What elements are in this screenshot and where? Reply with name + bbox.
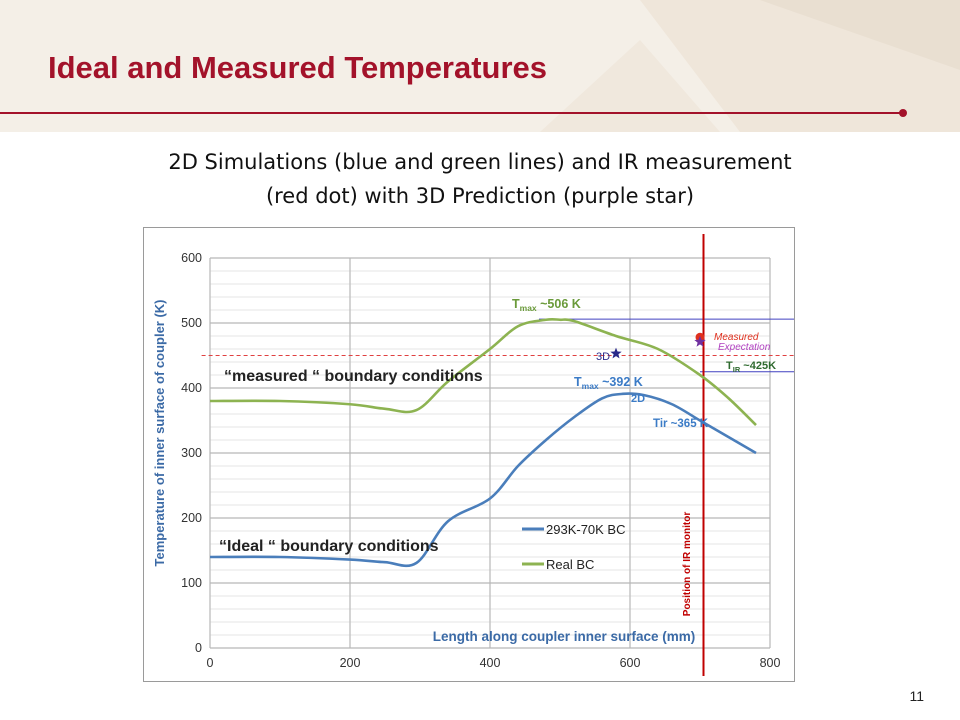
x-tick-label: 800: [760, 656, 781, 670]
tir-annotation: TIR ~425K: [726, 360, 776, 374]
tmax-green-main: T: [512, 297, 520, 311]
measured-bc-annotation: “measured “ boundary conditions: [224, 368, 483, 385]
reference-lines-layer: [201, 234, 819, 676]
legend-label-blue: 293K-70K BC: [546, 522, 626, 537]
tmax-green-sub: max: [520, 303, 537, 313]
slide-title: Ideal and Measured Temperatures: [48, 50, 548, 85]
series-line-green: [209, 317, 757, 426]
tmax-green-annotation: Tmax ~506 K: [512, 297, 581, 313]
x-axis-label: Length along coupler inner surface (mm): [433, 629, 696, 644]
tir-main: T: [726, 360, 733, 372]
chart-frame: 0 100 200 300 400 500 600 0 200 400 600 800 Tempera…: [143, 227, 819, 682]
page-number: 11: [909, 688, 924, 704]
marker-label-measured: Measured: [714, 332, 759, 343]
tmax-blue-annotation: Tmax ~392 K: [574, 375, 643, 391]
grid-layer: [209, 257, 771, 649]
tir-value: ~425K: [740, 360, 776, 372]
header-band: [0, 0, 960, 132]
y-tick-label: 600: [181, 251, 202, 265]
markers-layer: [610, 332, 706, 359]
ideal-bc-annotation: “Ideal “ boundary conditions: [219, 538, 439, 555]
y-tick-label: 500: [181, 316, 202, 330]
x-tick-label: 200: [340, 656, 361, 670]
x-tick-label: 0: [207, 656, 214, 670]
tick-labels-layer: 0 100 200 300 400 500 600 0 200 400 600 800: [181, 251, 780, 670]
series-layer: [209, 317, 757, 568]
tmax-blue-sub: max: [582, 381, 599, 391]
tmax-blue-main: T: [574, 375, 582, 389]
tir-blue-annotation: Tir ~365 K: [653, 418, 709, 430]
legend: 293K-70K BC Real BC: [522, 522, 626, 572]
subtitle-line-1: 2D Simulations (blue and green lines) an…: [168, 150, 792, 174]
marker-3d-star: [610, 347, 622, 359]
subtitle-line-2: (red dot) with 3D Prediction (purple sta…: [265, 184, 695, 208]
title-rule-dot: [899, 109, 907, 117]
y-tick-label: 0: [195, 641, 202, 655]
tir-sub: IR: [733, 365, 741, 374]
twod-annotation: 2D: [631, 393, 645, 405]
y-axis-label: Temperature of inner surface of coupler …: [152, 299, 167, 566]
marker-expectation-star: [694, 335, 706, 347]
tmax-blue-value: ~392 K: [599, 375, 643, 389]
x-tick-label: 600: [620, 656, 641, 670]
header-decoration: [540, 0, 960, 132]
legend-label-green: Real BC: [546, 557, 594, 572]
y-tick-label: 400: [181, 381, 202, 395]
x-tick-label: 400: [480, 656, 501, 670]
ir-monitor-label: Position of IR monitor: [682, 512, 693, 617]
slide-subtitle: 2D Simulations (blue and green lines) an…: [0, 145, 960, 213]
y-tick-label: 300: [181, 446, 202, 460]
marker-label-expectation: Expectation: [718, 342, 771, 353]
temperature-chart: 0 100 200 300 400 500 600 0 200 400 600 800 Tempera…: [152, 234, 819, 676]
series-line-blue: [209, 392, 757, 568]
tmax-green-value: ~506 K: [537, 297, 581, 311]
marker-label-3d: 3D: [596, 351, 610, 363]
title-rule: [0, 112, 902, 114]
y-tick-label: 200: [181, 511, 202, 525]
y-tick-label: 100: [181, 576, 202, 590]
